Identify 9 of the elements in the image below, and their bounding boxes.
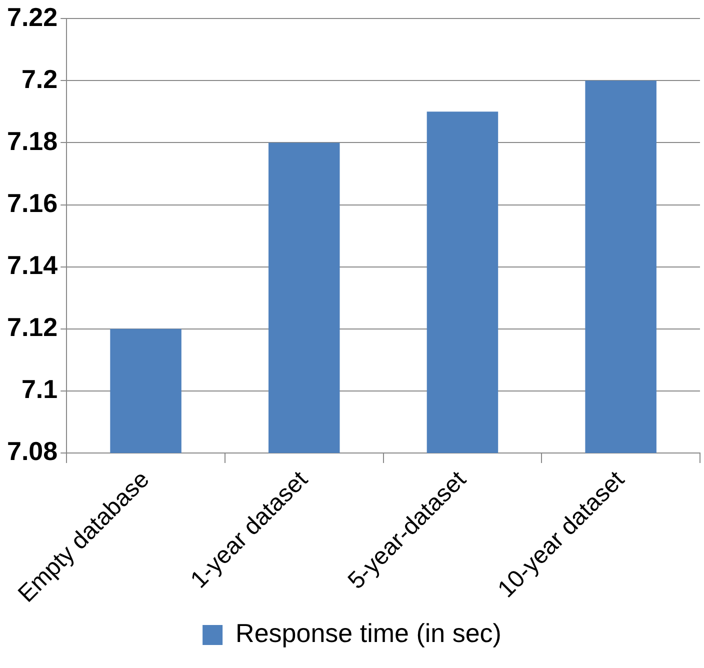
legend-label: Response time (in sec)	[236, 618, 502, 648]
y-tick-label: 7.1	[21, 374, 58, 404]
y-tick-label: 7.12	[6, 312, 58, 342]
y-tick-label: 7.16	[6, 188, 58, 218]
y-tick-label: 7.22	[6, 2, 58, 32]
y-tick-label: 7.14	[6, 250, 58, 280]
y-tick-label: 7.2	[21, 64, 58, 94]
y-tick-label: 7.18	[6, 126, 58, 156]
y-tick-label: 7.08	[6, 436, 58, 466]
